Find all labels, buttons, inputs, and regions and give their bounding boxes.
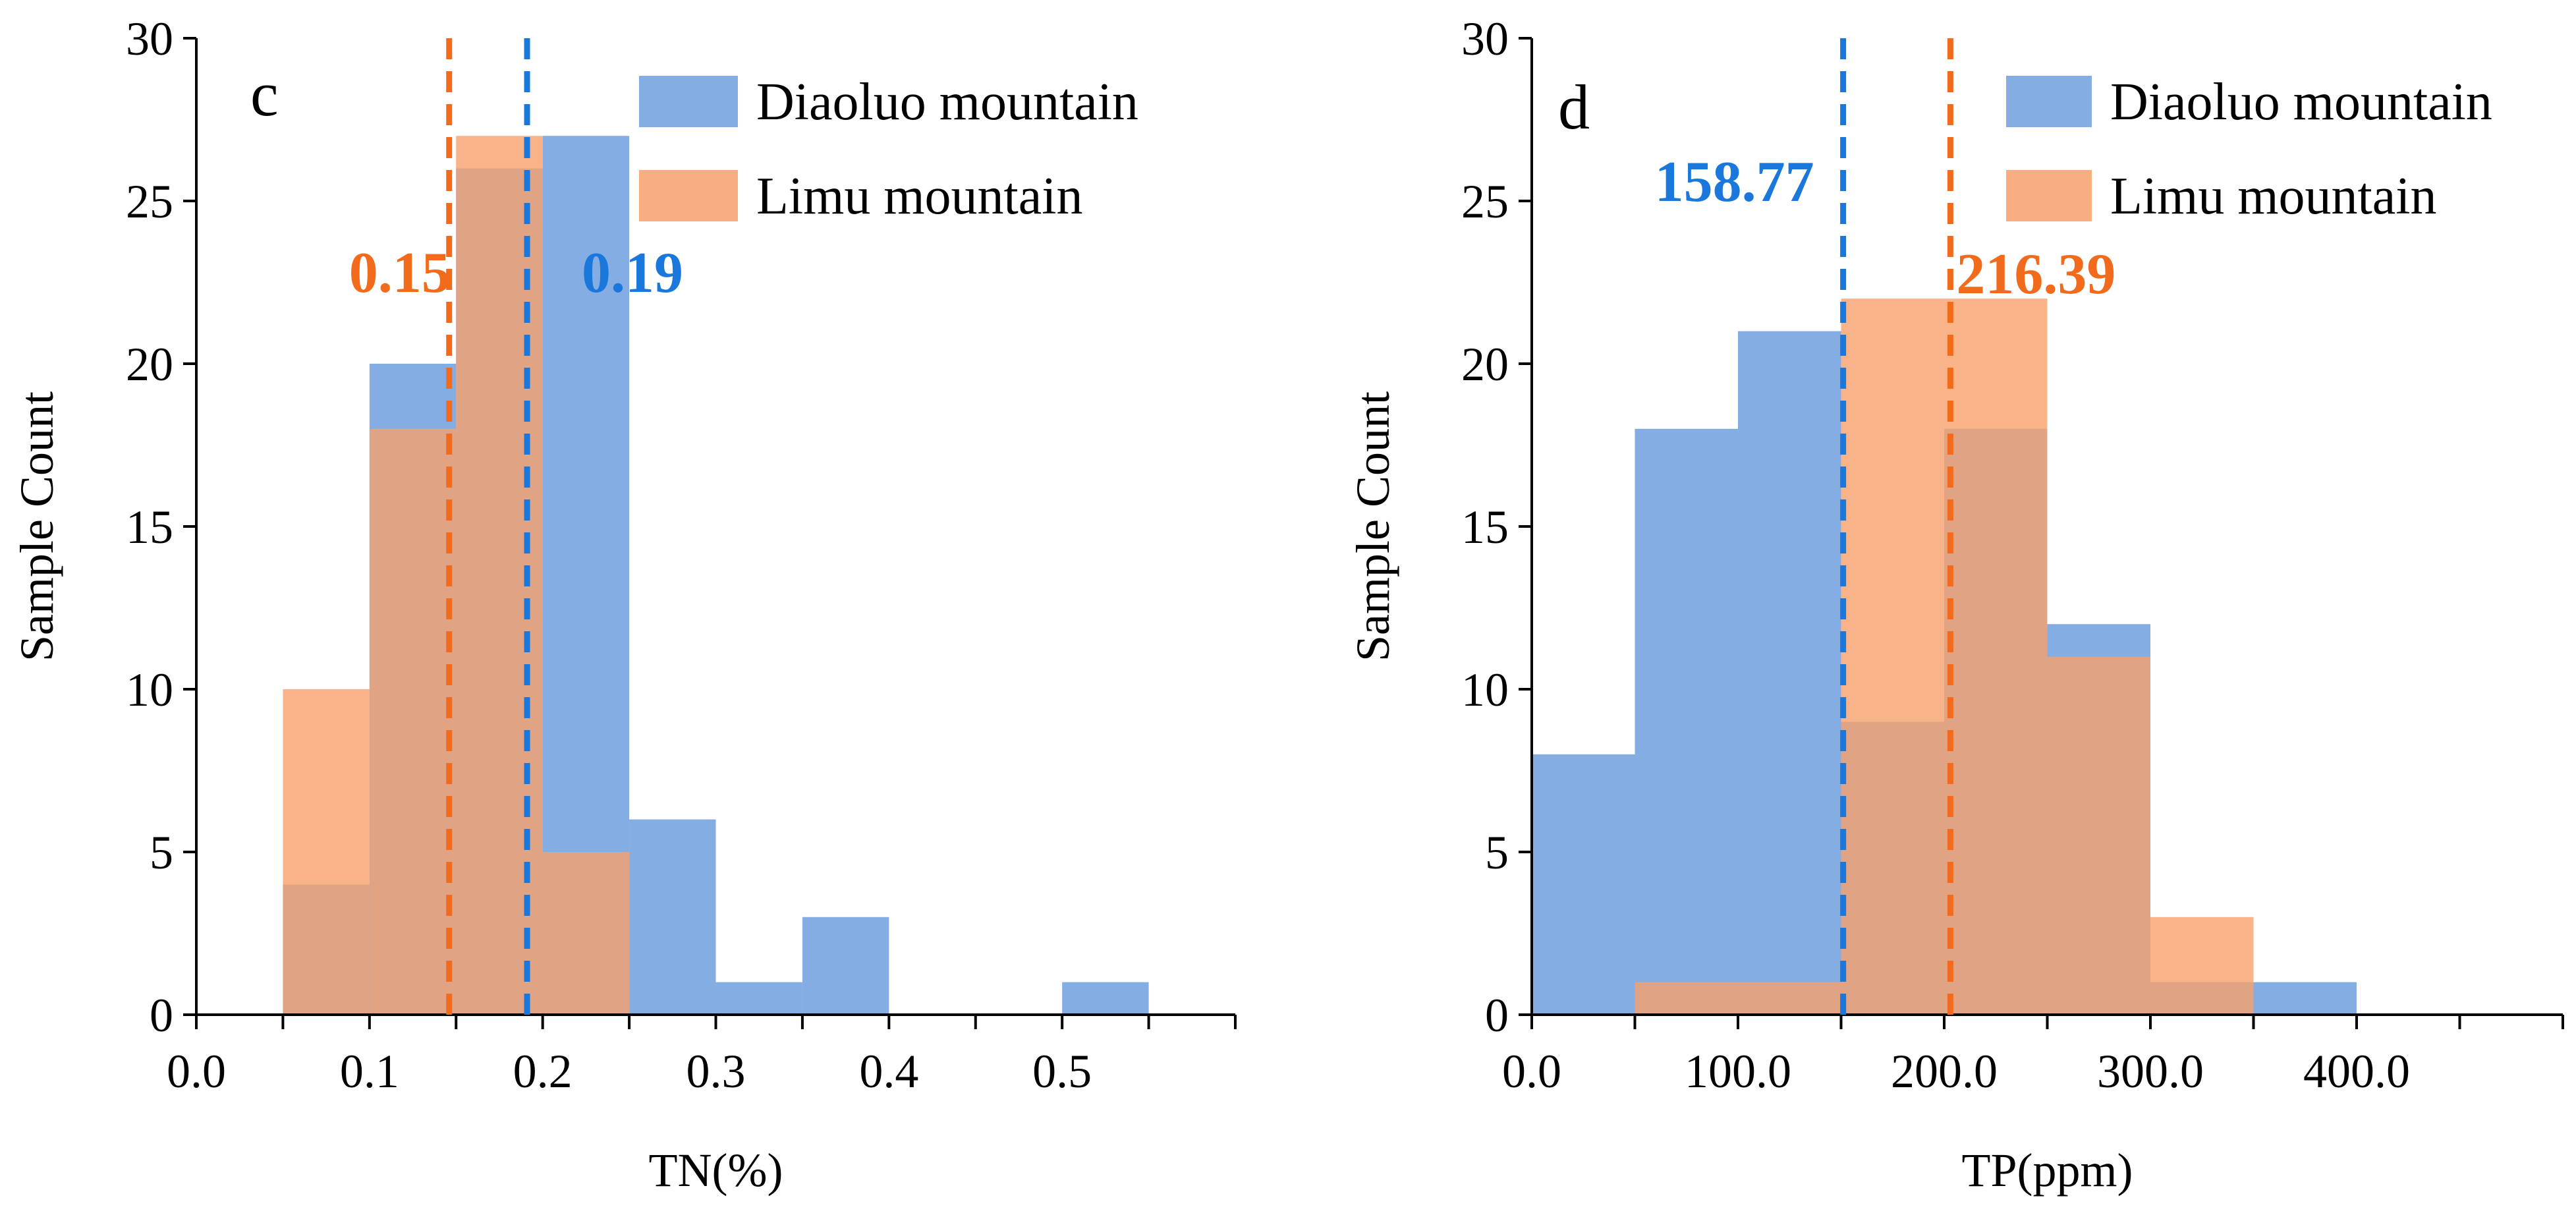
y-axis-title: Sample Count bbox=[11, 391, 63, 662]
x-tick-label: 0.4 bbox=[859, 1045, 918, 1098]
y-tick-label: 25 bbox=[126, 175, 173, 228]
x-tick-label: 300.0 bbox=[2097, 1045, 2204, 1098]
y-tick-label: 10 bbox=[1461, 664, 1509, 716]
legend-swatch bbox=[2006, 76, 2092, 127]
bar-diaoluo-5 bbox=[716, 982, 802, 1015]
figure: 0 5 10 15 20 25 30 0.0 0.1 0.2 0.3 0.4 0.5 TN(%) Sampl… bbox=[0, 0, 2576, 1214]
chart-canvas: 0510152025300.0 0.1 0.2 0.3 0.4 0.5TN(%)Sampl… bbox=[0, 0, 2576, 1214]
bar-limu-2 bbox=[1738, 982, 1841, 1015]
legend-swatch bbox=[2006, 170, 2092, 221]
x-tick-label: 0.0 bbox=[167, 1045, 226, 1098]
bar-diaoluo-4 bbox=[629, 820, 715, 1015]
y-tick-label: 20 bbox=[1461, 338, 1509, 391]
mean-label: 158.77 bbox=[1655, 150, 1814, 214]
bar-diaoluo-7 bbox=[2254, 982, 2357, 1015]
bar-diaoluo-9 bbox=[1062, 982, 1148, 1015]
legend: Diaoluo mountain Limu mountain bbox=[639, 73, 1138, 225]
legend-swatch bbox=[639, 170, 738, 221]
y-axis-title: Sample Count bbox=[1347, 391, 1399, 662]
y-tick-label: 5 bbox=[1485, 826, 1509, 879]
bar-diaoluo-6 bbox=[802, 917, 889, 1015]
bar-limu-1 bbox=[1635, 982, 1739, 1015]
bar-limu-0 bbox=[283, 689, 369, 1015]
bar-limu-4 bbox=[1944, 298, 2048, 1015]
legend-label: Limu mountain bbox=[756, 167, 1083, 225]
bar-limu-6 bbox=[2150, 917, 2254, 1015]
mean-label: 216.39 bbox=[1956, 242, 2115, 306]
legend-label: Limu mountain bbox=[2110, 167, 2437, 225]
x-tick-label: 200.0 bbox=[1891, 1045, 1998, 1098]
x-tick-label: 0.5 bbox=[1032, 1045, 1092, 1098]
x-tick-label: 0.1 bbox=[340, 1045, 399, 1098]
bar-limu-3 bbox=[543, 852, 629, 1015]
legend: Diaoluo mountain Limu mountain bbox=[2006, 73, 2492, 225]
x-tick-label: 100.0 bbox=[1685, 1045, 1791, 1098]
y-tick-label: 5 bbox=[150, 826, 173, 879]
bar-diaoluo-1 bbox=[1635, 429, 1739, 1015]
legend-swatch bbox=[639, 76, 738, 127]
x-axis-title: TP(ppm) bbox=[1962, 1144, 2133, 1197]
y-tick-label: 30 bbox=[1461, 13, 1509, 65]
y-tick-label: 0 bbox=[1485, 989, 1509, 1042]
bar-limu-1 bbox=[370, 429, 456, 1015]
y-tick-label: 20 bbox=[126, 338, 173, 391]
x-tick-label: 0.2 bbox=[513, 1045, 573, 1098]
panel-label: c bbox=[250, 59, 279, 129]
bar-diaoluo-2 bbox=[1738, 331, 1841, 1015]
mean-label: 0.15 bbox=[349, 241, 451, 305]
y-tick-label: 0 bbox=[150, 989, 173, 1042]
x-tick-label: 0.0 bbox=[1502, 1045, 1561, 1098]
panel-c: 0 5 10 15 20 25 30 0.0 0.1 0.2 0.3 0.4 0.5 TN(%) Sampl… bbox=[11, 13, 1235, 1197]
panel-label: d bbox=[1558, 72, 1590, 142]
mean-label: 0.19 bbox=[582, 241, 683, 305]
y-tick-label: 25 bbox=[1461, 175, 1509, 228]
bar-limu-5 bbox=[2048, 657, 2151, 1015]
x-tick-label: 400.0 bbox=[2303, 1045, 2410, 1098]
y-tick-label: 10 bbox=[126, 664, 173, 716]
x-tick-label: 0.3 bbox=[686, 1045, 746, 1098]
x-axis-title: TN(%) bbox=[649, 1144, 783, 1197]
y-tick-label: 15 bbox=[126, 501, 173, 553]
y-tick-label: 15 bbox=[1461, 501, 1509, 553]
bar-diaoluo-0 bbox=[1532, 754, 1635, 1015]
legend-label: Diaoluo mountain bbox=[2110, 73, 2492, 131]
bar-limu-3 bbox=[1841, 298, 1945, 1015]
y-tick-label: 30 bbox=[126, 13, 173, 65]
legend-label: Diaoluo mountain bbox=[756, 73, 1138, 131]
